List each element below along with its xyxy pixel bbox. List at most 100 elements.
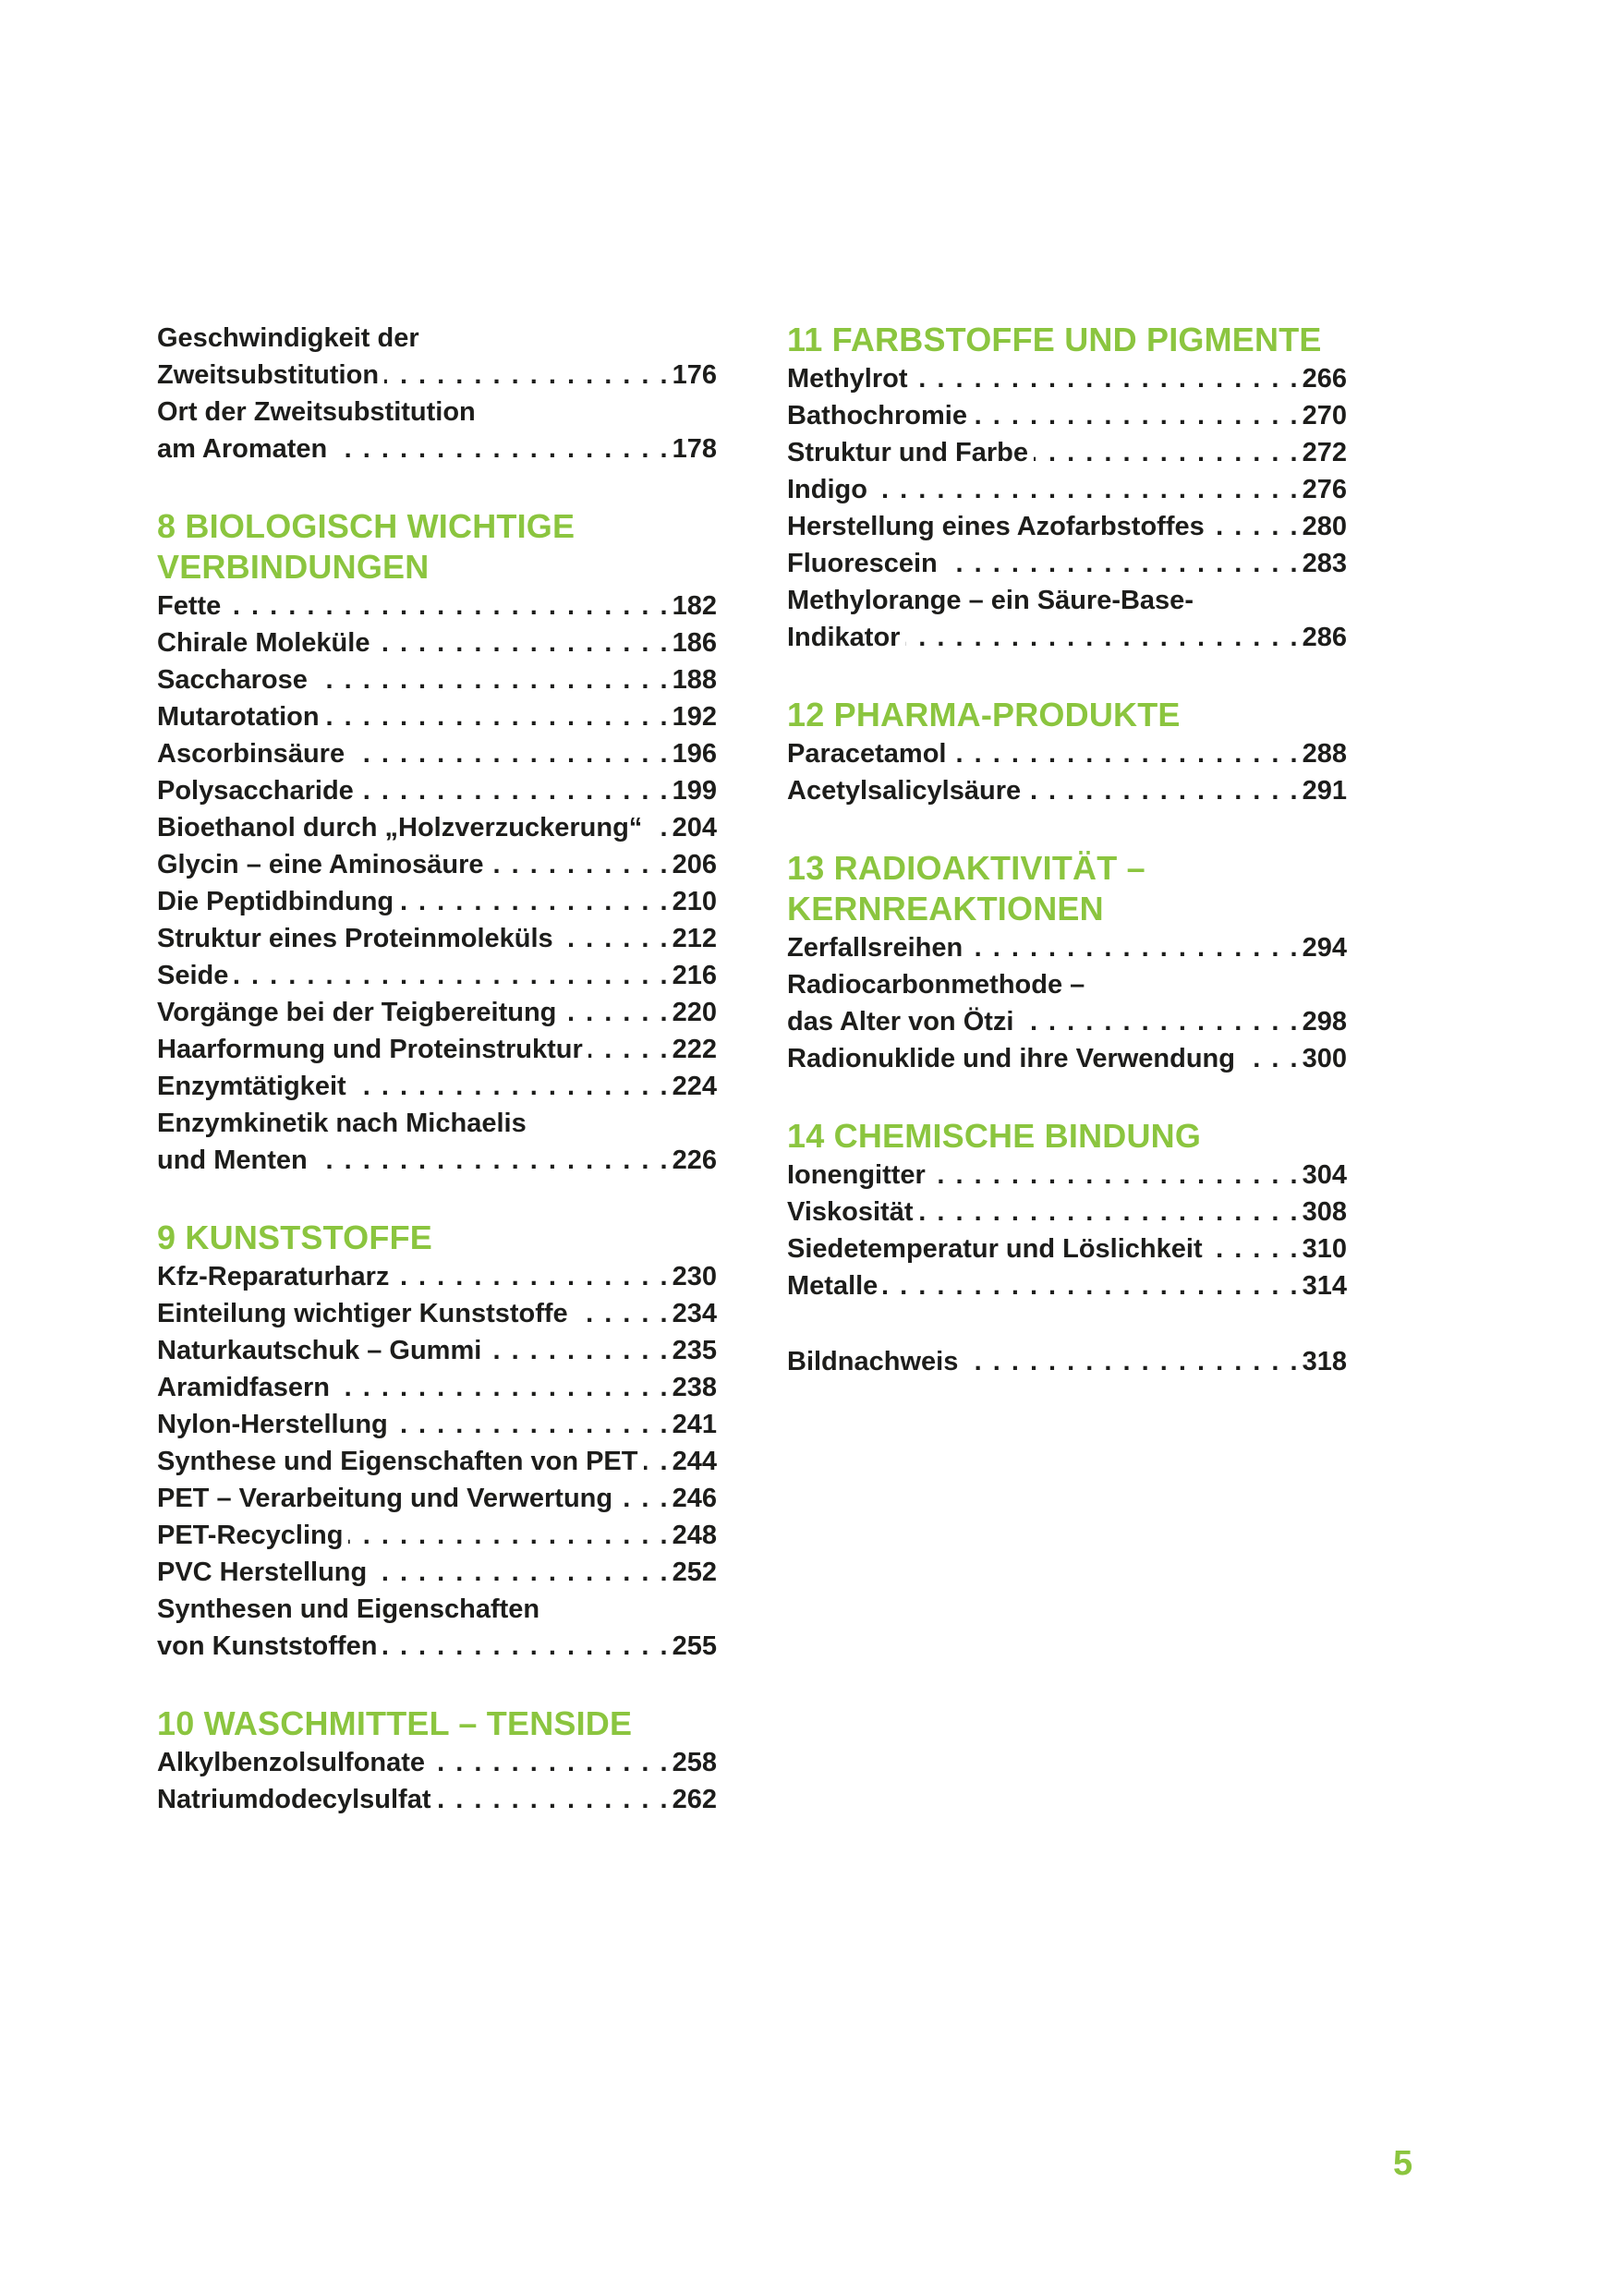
toc-entry-text: Die Peptidbindung — [157, 887, 394, 916]
section-heading: 10 WASCHMITTEL – TENSIDE — [157, 1704, 633, 1742]
dot-leader — [333, 430, 669, 467]
toc-entry-text: Radiocarbonmethode – — [787, 970, 1085, 1000]
dot-leader — [562, 994, 669, 1031]
toc-entry: Ascorbinsäure 196 — [157, 735, 717, 772]
section-heading: VERBINDUNGEN — [157, 548, 430, 586]
toc-entry-text: Chirale Moleküle — [157, 628, 370, 658]
toc-entry-text: Bathochromie — [787, 401, 967, 430]
toc-entry-last-line: Struktur eines Proteinmoleküls 212 — [157, 920, 717, 957]
dot-leader — [914, 360, 1300, 397]
toc-entry-last-line: Metalle 314 — [787, 1267, 1347, 1304]
section-heading: 13 RADIOAKTIVITÄT – — [787, 849, 1145, 887]
toc-entry-text: Zweitsubstitution — [157, 360, 380, 390]
toc-entry: Zerfallsreihen 294 — [787, 929, 1347, 966]
toc-entry: Struktur eines Proteinmoleküls 212 — [157, 920, 717, 957]
page-ref: 176 — [672, 360, 717, 390]
toc-entry-last-line: Acetylsalicylsäure 291 — [787, 772, 1347, 809]
dot-leader — [648, 809, 669, 846]
page-ref: 276 — [1302, 475, 1347, 504]
toc-entry-text: am Aromaten — [157, 434, 328, 464]
page-ref: 288 — [1302, 739, 1347, 769]
toc-entry-last-line: Haarformung und Proteinstruktur 222 — [157, 1031, 717, 1068]
toc-entry-last-line: PET – Verarbeitung und Verwertung 246 — [157, 1480, 717, 1517]
toc-entry-text: Geschwindigkeit der — [157, 323, 419, 353]
toc-entry-text: Glycin – eine Aminosäure — [157, 850, 484, 879]
page-ref: 272 — [1302, 438, 1347, 467]
toc-entry-last-line: Indikator 286 — [787, 619, 1347, 656]
page-ref: 286 — [1302, 623, 1347, 652]
toc-entry-text: Synthese und Eigenschaften von PET — [157, 1447, 638, 1476]
toc-entry-last-line: Vorgänge bei der Teigbereitung 220 — [157, 994, 717, 1031]
dot-leader — [313, 661, 670, 698]
dot-leader — [968, 929, 1299, 966]
section-heading: 11 FARBSTOFFE UND PIGMENTE — [787, 321, 1322, 358]
dot-leader — [918, 1194, 1299, 1230]
page-ref: 222 — [672, 1035, 717, 1064]
page-ref: 310 — [1302, 1234, 1347, 1264]
dot-leader — [1208, 1230, 1300, 1267]
dot-leader — [952, 735, 1300, 772]
toc-entry: Alkylbenzolsulfonate 258 — [157, 1744, 717, 1781]
page-ref: 270 — [1302, 401, 1347, 430]
toc-entry-text: und Menten — [157, 1146, 308, 1175]
toc-entry-text: Herstellung eines Azofarbstoffes — [787, 512, 1205, 541]
toc-entry-text: Alkylbenzolsulfonate — [157, 1748, 426, 1777]
toc-entry-text: Methylrot — [787, 364, 908, 394]
dot-leader — [437, 1781, 670, 1818]
toc-entry-last-line: Herstellung eines Azofarbstoffes 280 — [787, 508, 1347, 545]
toc-entry-last-line: Naturkautschuk – Gummi 235 — [157, 1332, 717, 1369]
page-ref: 199 — [672, 776, 717, 806]
toc-entry-text: PET – Verarbeitung und Verwertung — [157, 1484, 613, 1513]
page-ref: 252 — [672, 1558, 717, 1587]
page-ref: 294 — [1302, 933, 1347, 963]
dot-leader — [588, 1031, 670, 1068]
toc-entry-text: Saccharose — [157, 665, 308, 695]
dot-leader — [382, 1628, 669, 1665]
toc-column: Geschwindigkeit der Zweitsubstitution 176 O… — [157, 320, 717, 1818]
dot-leader — [931, 1157, 1300, 1194]
page-ref: 241 — [672, 1410, 717, 1439]
toc-entry-text: Ort der Zweitsubstitution — [157, 397, 476, 427]
page-ref: 178 — [672, 434, 717, 464]
toc-entry-last-line: PET-Recycling 248 — [157, 1517, 717, 1554]
page-number: 5 — [1393, 2144, 1413, 2183]
toc-entry: PET – Verarbeitung und Verwertung 246 — [157, 1480, 717, 1517]
toc-entry-last-line: Siedetemperatur und Löslichkeit 310 — [787, 1230, 1347, 1267]
toc-entry-last-line: Polysaccharide 199 — [157, 772, 717, 809]
page-ref: 238 — [672, 1373, 717, 1402]
toc-section: 14 CHEMISCHE BINDUNG Ionengitter 304 Viskos… — [787, 1116, 1347, 1304]
dot-leader — [350, 735, 670, 772]
page-ref: 220 — [672, 998, 717, 1027]
toc-entry: Fluorescein 283 — [787, 545, 1347, 582]
dot-leader — [313, 1142, 670, 1179]
toc-entry: Synthesen und Eigenschaften von Kunststof… — [157, 1591, 717, 1665]
page-ref: 210 — [672, 887, 717, 916]
toc-entry-text: Paracetamol — [787, 739, 947, 769]
page-ref: 224 — [672, 1072, 717, 1101]
toc-entry-last-line: Chirale Moleküle 186 — [157, 624, 717, 661]
toc-section: 10 WASCHMITTEL – TENSIDE Alkylbenzolsulfo… — [157, 1703, 717, 1818]
toc-entry: Indigo 276 — [787, 471, 1347, 508]
toc-entry-text: Ionengitter — [787, 1160, 926, 1190]
page-ref: 192 — [672, 702, 717, 732]
toc-entry: Enzymkinetik nach Michaelis und Menten 226 — [157, 1105, 717, 1179]
toc-entry-last-line: Bathochromie 270 — [787, 397, 1347, 434]
toc-entry: Geschwindigkeit der Zweitsubstitution 176 — [157, 320, 717, 394]
toc-section: 13 RADIOAKTIVITÄT – KERNREAKTIONEN Zerfall… — [787, 848, 1347, 1077]
page-ref: 262 — [672, 1785, 717, 1814]
toc-section: 11 FARBSTOFFE UND PIGMENTEMethylrot266Ba… — [787, 320, 1347, 656]
toc-entry-last-line: Enzymtätigkeit 224 — [157, 1068, 717, 1105]
toc-entry-text: Metalle — [787, 1271, 879, 1301]
toc-entry-text: Polysaccharide — [157, 776, 354, 806]
toc-entry: Enzymtätigkeit 224 — [157, 1068, 717, 1105]
toc-entry: Radiocarbonmethode – das Alter von Ötzi 29… — [787, 966, 1347, 1040]
toc-entry-last-line: am Aromaten 178 — [157, 430, 717, 467]
section-heading: 9 KUNSTSTOFFE — [157, 1218, 432, 1256]
toc-entry-last-line: Mutarotation 192 — [157, 698, 717, 735]
page-ref: 291 — [1302, 776, 1347, 806]
dot-leader — [348, 1517, 669, 1554]
toc-entry-last-line: Ionengitter 304 — [787, 1157, 1347, 1194]
page-ref: 258 — [672, 1748, 717, 1777]
page-ref: 246 — [672, 1484, 717, 1513]
toc-entry: Glycin – eine Aminosäure 206 — [157, 846, 717, 883]
